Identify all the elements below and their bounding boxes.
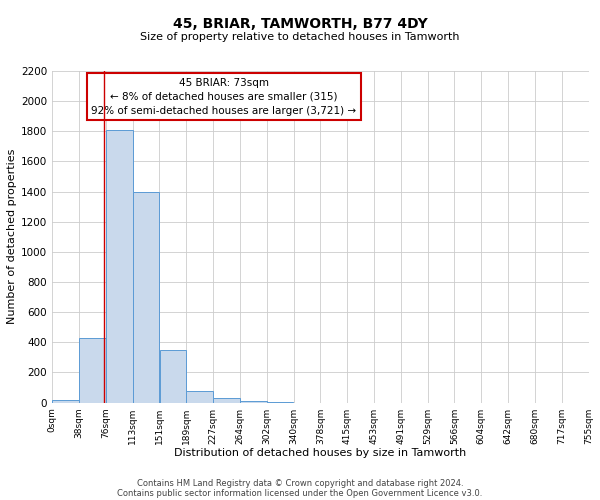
Text: Contains HM Land Registry data © Crown copyright and database right 2024.: Contains HM Land Registry data © Crown c… — [137, 478, 463, 488]
Bar — [52, 400, 79, 402]
Bar — [106, 130, 133, 402]
Bar — [79, 338, 106, 402]
Bar — [213, 398, 240, 402]
Bar — [133, 192, 160, 402]
Text: Size of property relative to detached houses in Tamworth: Size of property relative to detached ho… — [140, 32, 460, 42]
Bar — [187, 390, 213, 402]
Text: 45 BRIAR: 73sqm
← 8% of detached houses are smaller (315)
92% of semi-detached h: 45 BRIAR: 73sqm ← 8% of detached houses … — [91, 78, 356, 116]
Bar — [240, 401, 266, 402]
Bar — [160, 350, 186, 403]
Text: 45, BRIAR, TAMWORTH, B77 4DY: 45, BRIAR, TAMWORTH, B77 4DY — [173, 18, 427, 32]
X-axis label: Distribution of detached houses by size in Tamworth: Distribution of detached houses by size … — [174, 448, 467, 458]
Y-axis label: Number of detached properties: Number of detached properties — [7, 149, 17, 324]
Text: Contains public sector information licensed under the Open Government Licence v3: Contains public sector information licen… — [118, 488, 482, 498]
